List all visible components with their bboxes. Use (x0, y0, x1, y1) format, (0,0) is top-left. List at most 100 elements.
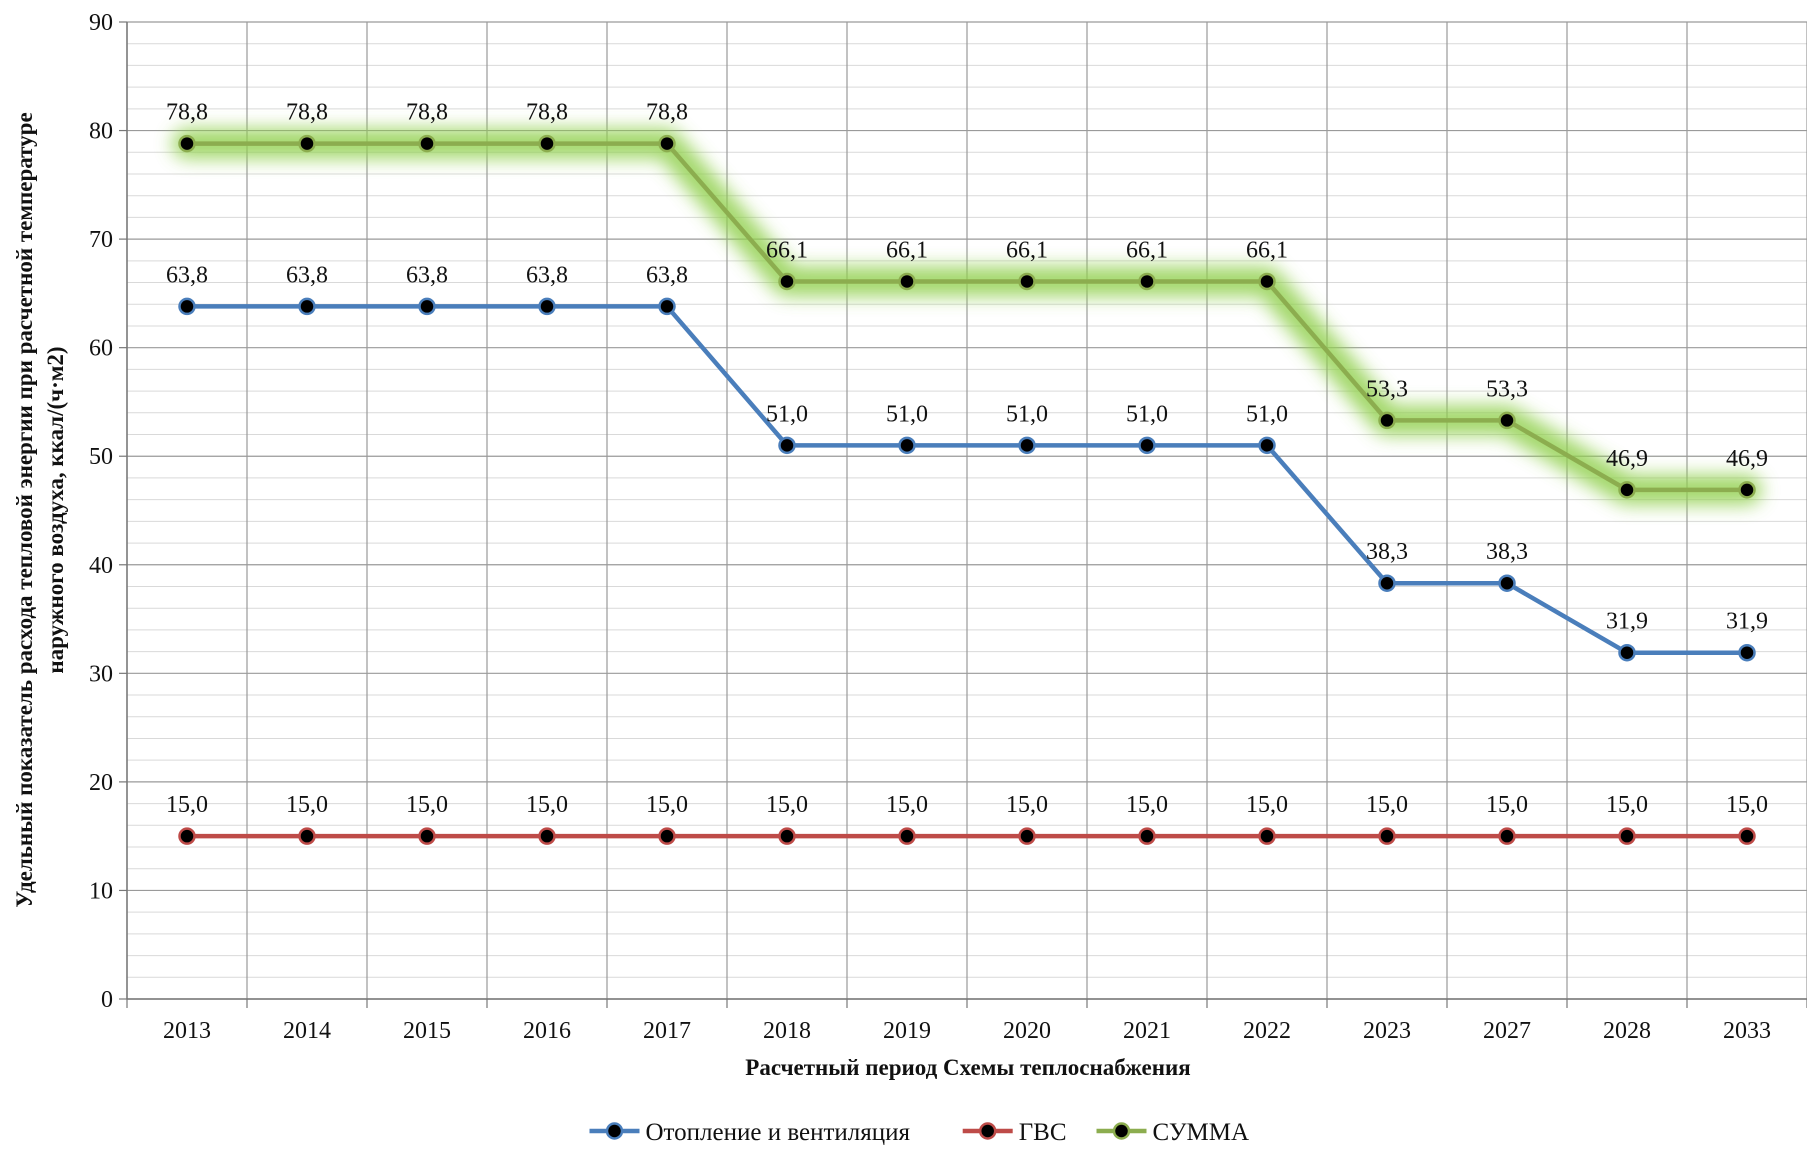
legend-marker (605, 1122, 624, 1140)
data-label: 31,9 (1606, 609, 1648, 635)
data-label: 15,0 (406, 792, 448, 818)
data-label: 63,8 (166, 262, 208, 288)
data-label: 51,0 (1126, 401, 1168, 427)
data-label: 66,1 (766, 237, 808, 263)
data-label: 66,1 (1006, 237, 1048, 263)
data-point (1378, 827, 1396, 845)
x-tick-label: 2021 (1123, 1018, 1171, 1044)
series-area (172, 128, 1762, 845)
data-point (1138, 827, 1156, 845)
data-point (1258, 827, 1276, 845)
data-label: 15,0 (1126, 792, 1168, 818)
data-point (1018, 827, 1036, 845)
data-point (1018, 436, 1036, 455)
data-label: 51,0 (1246, 401, 1288, 427)
data-point (778, 827, 796, 845)
y-tick-label: 20 (89, 770, 113, 796)
data-point (1498, 574, 1516, 592)
x-tick-label: 2019 (883, 1018, 931, 1044)
x-tick-label: 2016 (523, 1018, 571, 1044)
data-label: 78,8 (406, 100, 448, 126)
data-label: 15,0 (1006, 792, 1048, 818)
data-point (658, 297, 676, 316)
data-point (538, 827, 556, 845)
x-tick-label: 2020 (1003, 1018, 1051, 1044)
data-label: 15,0 (166, 792, 208, 818)
data-point (1258, 272, 1276, 291)
data-point (1138, 436, 1156, 455)
y-tick-label: 40 (89, 553, 113, 579)
data-point (658, 827, 676, 845)
x-tick-label: 2013 (163, 1018, 211, 1044)
data-label: 15,0 (1726, 792, 1768, 818)
data-label: 66,1 (1246, 237, 1288, 263)
y-tick-label: 0 (101, 987, 113, 1013)
data-label: 38,3 (1366, 539, 1408, 565)
data-label: 15,0 (1246, 792, 1288, 818)
x-tick-label: 2023 (1363, 1018, 1411, 1044)
data-label: 51,0 (766, 401, 808, 427)
data-point (1618, 643, 1636, 662)
legend-label: СУММА (1153, 1119, 1250, 1146)
legend-label: ГВС (1019, 1119, 1067, 1146)
data-label: 53,3 (1486, 376, 1528, 402)
data-label: 63,8 (526, 262, 568, 288)
data-label: 66,1 (886, 237, 928, 263)
data-label: 63,8 (286, 262, 328, 288)
series-1 (178, 297, 1756, 662)
series-2 (178, 827, 1756, 845)
y-tick-label: 10 (89, 878, 113, 904)
data-point (1378, 574, 1396, 592)
data-label: 51,0 (1006, 401, 1048, 427)
y-axis-title-line-2: наружного воздуха, ккал/(ч·м2) (43, 346, 68, 673)
data-label: 78,8 (526, 100, 568, 126)
x-tick-label: 2015 (403, 1018, 451, 1044)
legend: Отопление и вентиляция ГВС СУММА (589, 1119, 1250, 1146)
data-label: 51,0 (886, 401, 928, 427)
data-label: 15,0 (886, 792, 928, 818)
data-point (1738, 643, 1756, 662)
x-tick-label: 2014 (283, 1018, 331, 1044)
x-tick-label: 2028 (1603, 1018, 1651, 1044)
data-label: 53,3 (1366, 376, 1408, 402)
x-tick-label: 2027 (1483, 1018, 1531, 1044)
axes: 0 10 20 30 40 50 60 70 80 90 2013 2014 2015 2016 2017 2… (89, 10, 1807, 1044)
y-tick-label: 70 (89, 227, 113, 253)
x-tick-label: 2017 (643, 1018, 691, 1044)
data-point (778, 436, 796, 455)
data-point (298, 297, 316, 316)
data-point (418, 134, 436, 153)
series-line (184, 304, 1750, 655)
data-label: 38,3 (1486, 539, 1528, 565)
data-point (778, 272, 796, 291)
y-tick-label: 90 (89, 10, 113, 36)
data-label: 46,9 (1726, 446, 1768, 472)
data-label: 46,9 (1606, 446, 1648, 472)
series-3 (172, 128, 1762, 505)
data-label: 15,0 (1606, 792, 1648, 818)
data-point (1258, 436, 1276, 455)
data-label: 15,0 (526, 792, 568, 818)
data-label: 63,8 (646, 262, 688, 288)
series-line (184, 141, 1750, 493)
data-label: 63,8 (406, 262, 448, 288)
data-point (1378, 411, 1396, 430)
legend-item: Отопление и вентиляция (589, 1119, 911, 1146)
data-point (1618, 827, 1636, 845)
legend-item: ГВС (962, 1119, 1067, 1146)
data-label: 15,0 (766, 792, 808, 818)
data-point (418, 297, 436, 316)
data-point (1498, 411, 1516, 430)
data-point (1618, 481, 1636, 499)
data-label: 15,0 (1366, 792, 1408, 818)
data-point (1738, 481, 1756, 499)
data-point (1018, 272, 1036, 291)
data-point (418, 827, 436, 845)
data-label: 15,0 (1486, 792, 1528, 818)
data-label: 31,9 (1726, 609, 1768, 635)
legend-marker (978, 1122, 997, 1140)
data-label: 78,8 (166, 100, 208, 126)
data-point (298, 827, 316, 845)
legend-marker (1112, 1122, 1131, 1140)
